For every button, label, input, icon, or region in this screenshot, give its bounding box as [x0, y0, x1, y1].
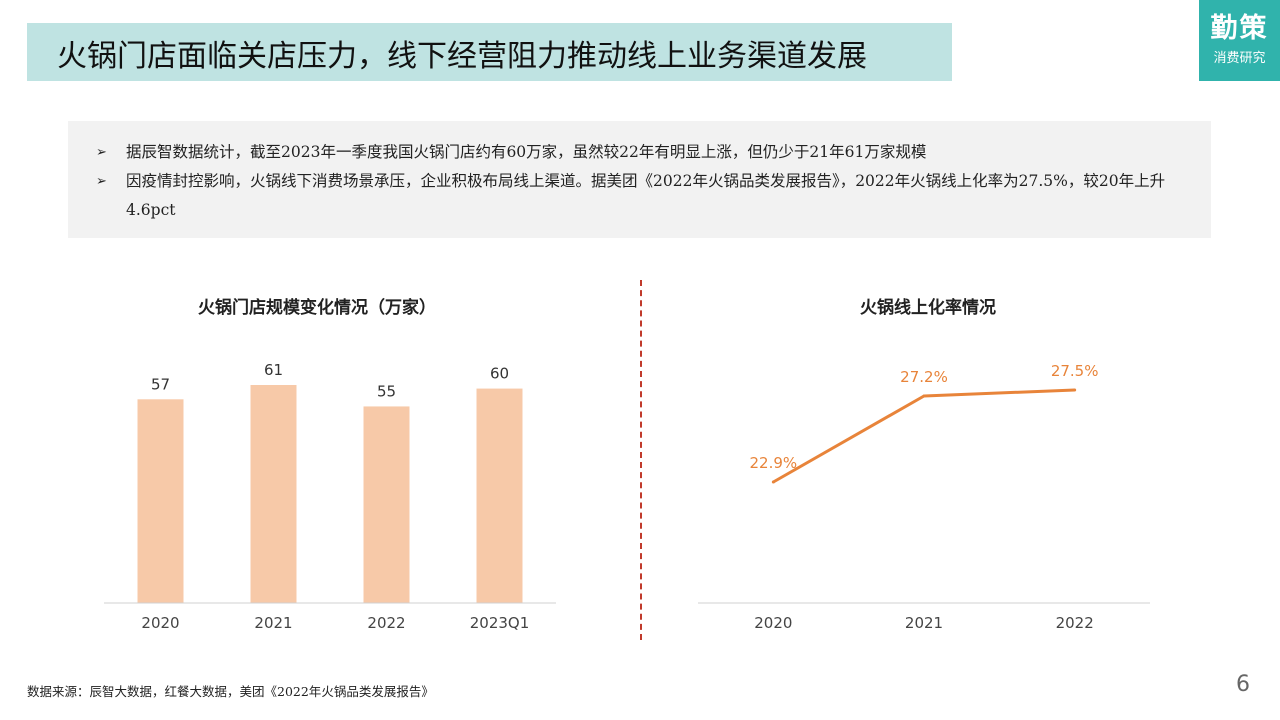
- bar-data-label: 55: [377, 382, 396, 400]
- chart-divider: [640, 280, 642, 640]
- bar-2022: [363, 406, 410, 603]
- line-data-label: 27.2%: [900, 368, 948, 386]
- line-chart: 22.9% 2020 27.2% 2021 27.5% 2022: [698, 362, 1150, 632]
- title-banner: 火锅门店面临关店压力，线下经营阻力推动线上业务渠道发展: [27, 23, 952, 81]
- line-series: [772, 388, 1075, 484]
- arrow-bullet-icon: ➢: [96, 145, 107, 160]
- x-tick-label: 2020: [141, 614, 179, 632]
- bar-chart-title: 火锅门店规模变化情况（万家）: [198, 298, 436, 318]
- bar-2021: [250, 385, 297, 603]
- line-chart-title: 火锅线上化率情况: [860, 298, 996, 318]
- brand-subtitle: 消费研究: [1213, 51, 1266, 66]
- line-data-label: 22.9%: [750, 454, 798, 472]
- x-tick-label: 2023Q1: [470, 614, 530, 632]
- bar-data-label: 57: [151, 375, 170, 393]
- line-data-label: 27.5%: [1051, 362, 1099, 380]
- x-tick-label: 2021: [254, 614, 292, 632]
- page-title: 火锅门店面临关店压力，线下经营阻力推动线上业务渠道发展: [57, 39, 867, 74]
- summary-bullet-text: 因疫情封控影响，火锅线下消费场景承压，企业积极布局线上渠道。据美团《2022年火…: [126, 172, 1166, 219]
- arrow-bullet-icon: ➢: [96, 174, 107, 189]
- brand-name: 勤策: [1210, 13, 1269, 44]
- bar-data-label: 60: [490, 365, 509, 383]
- page-number: 6: [1236, 672, 1250, 697]
- x-tick-label: 2020: [754, 614, 792, 632]
- bar-2023Q1: [476, 388, 523, 603]
- data-source-note: 数据来源：辰智大数据，红餐大数据，美团《2022年火锅品类发展报告》: [27, 684, 434, 699]
- x-tick-label: 2022: [1056, 614, 1094, 632]
- summary-box: ➢ 据辰智数据统计，截至2023年一季度我国火锅门店约有60万家，虽然较22年有…: [68, 121, 1211, 238]
- x-tick-label: 2021: [905, 614, 943, 632]
- bar-data-label: 61: [264, 361, 283, 379]
- bar-chart: 57 2020 61 2021 55 2022 60 2023Q1: [104, 361, 556, 632]
- summary-bullet-text: 据辰智数据统计，截至2023年一季度我国火锅门店约有60万家，虽然较22年有明显…: [126, 143, 927, 161]
- line-point-2021: [922, 394, 926, 398]
- line-point-2020: [771, 480, 775, 484]
- x-tick-label: 2022: [367, 614, 405, 632]
- bar-2020: [137, 399, 184, 603]
- line-point-2022: [1073, 388, 1077, 392]
- brand-logo: 勤策 消费研究: [1199, 0, 1280, 81]
